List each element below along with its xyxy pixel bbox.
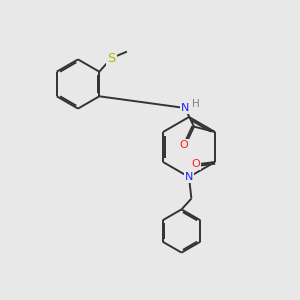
Text: O: O xyxy=(191,159,200,170)
Text: N: N xyxy=(181,103,189,113)
Text: S: S xyxy=(107,52,116,65)
Text: H: H xyxy=(192,99,200,110)
Text: O: O xyxy=(180,140,188,150)
Text: N: N xyxy=(185,172,193,182)
